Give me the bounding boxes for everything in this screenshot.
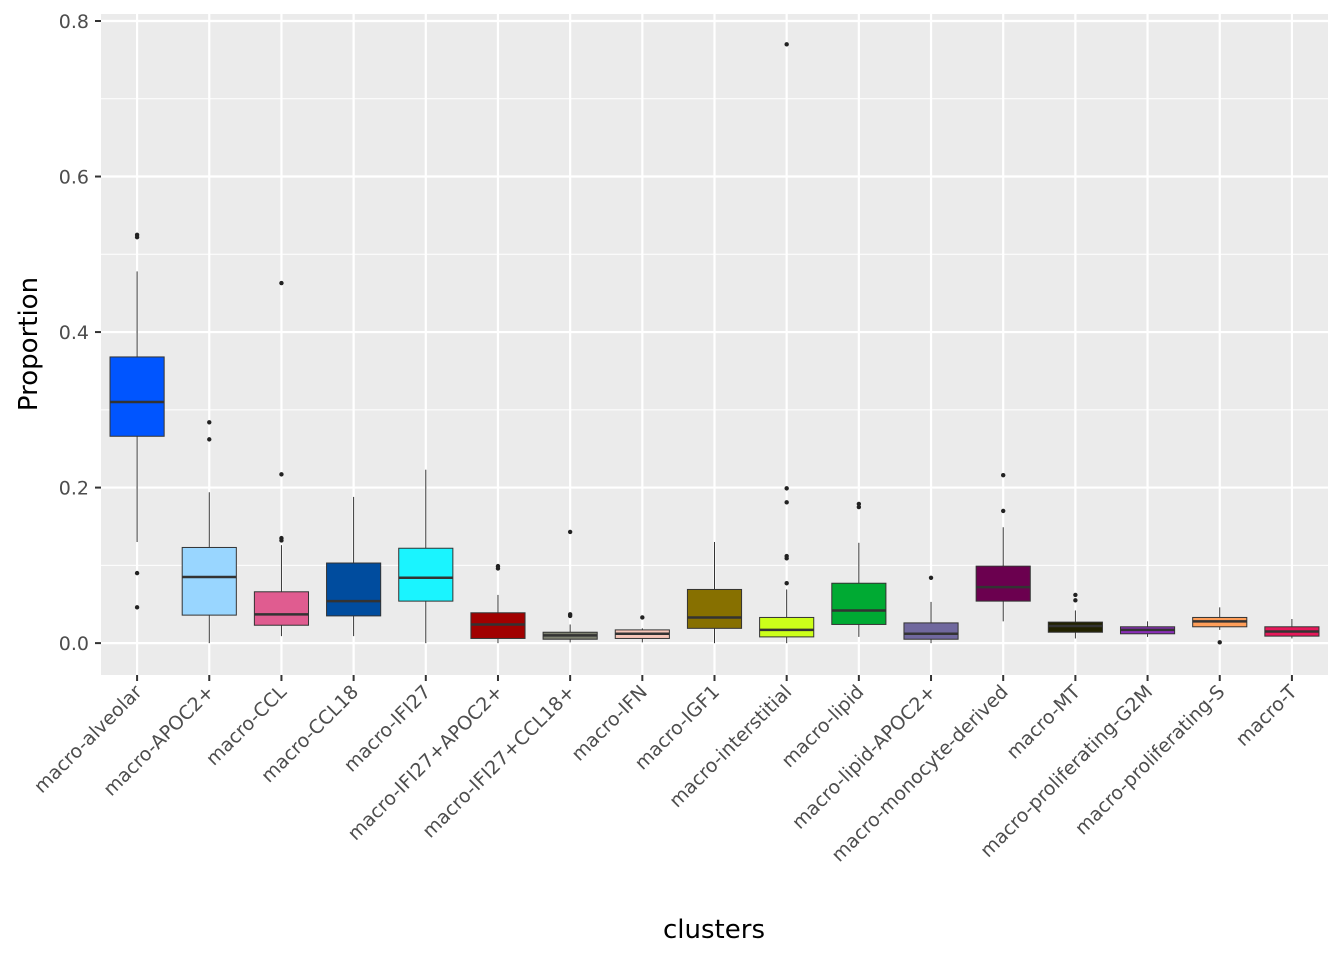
outlier [567, 529, 573, 535]
y-tick-label: 0.8 [59, 11, 89, 33]
outlier [279, 280, 284, 286]
outlier [134, 605, 140, 610]
x-tick-label: macro-proliferating-S [1071, 681, 1229, 839]
outlier [134, 570, 140, 576]
outlier [784, 581, 789, 586]
outlier [784, 556, 789, 561]
x-tick-label: macro-T [1232, 681, 1302, 751]
outlier [784, 42, 789, 47]
outlier [495, 566, 501, 571]
outlier [207, 437, 212, 442]
y-axis-title: Proportion [14, 277, 44, 411]
y-tick-label: 0.4 [59, 322, 89, 344]
outlier [1001, 472, 1006, 478]
outlier [640, 615, 645, 620]
outlier [279, 472, 284, 477]
box [181, 546, 237, 616]
outlier [1001, 508, 1006, 514]
box [326, 562, 382, 617]
outlier [207, 420, 212, 425]
outlier [856, 504, 862, 510]
outlier [279, 538, 284, 543]
outlier [928, 575, 934, 580]
box [686, 588, 743, 629]
box [398, 547, 454, 602]
outlier [1217, 640, 1222, 645]
box [903, 622, 959, 640]
x-tick-label: macro-lipid-APOC2+ [788, 681, 941, 834]
outlier [134, 234, 140, 240]
y-tick-label: 0.6 [59, 167, 89, 189]
outlier [784, 486, 789, 491]
x-tick-label: macro-interstitial [665, 681, 796, 812]
outlier [1073, 598, 1078, 603]
x-axis-title: clusters [663, 915, 765, 945]
box [831, 582, 887, 625]
box [975, 565, 1031, 602]
outlier [784, 500, 789, 505]
outlier [856, 501, 862, 507]
box [759, 616, 815, 638]
outlier [567, 613, 573, 619]
box [109, 356, 165, 437]
y-tick-label: 0.0 [59, 633, 89, 655]
y-tick-label: 0.2 [59, 478, 89, 500]
x-tick-label: macro-IFI27+CCL18+ [418, 681, 579, 842]
box [253, 591, 310, 626]
outlier [1073, 592, 1078, 598]
